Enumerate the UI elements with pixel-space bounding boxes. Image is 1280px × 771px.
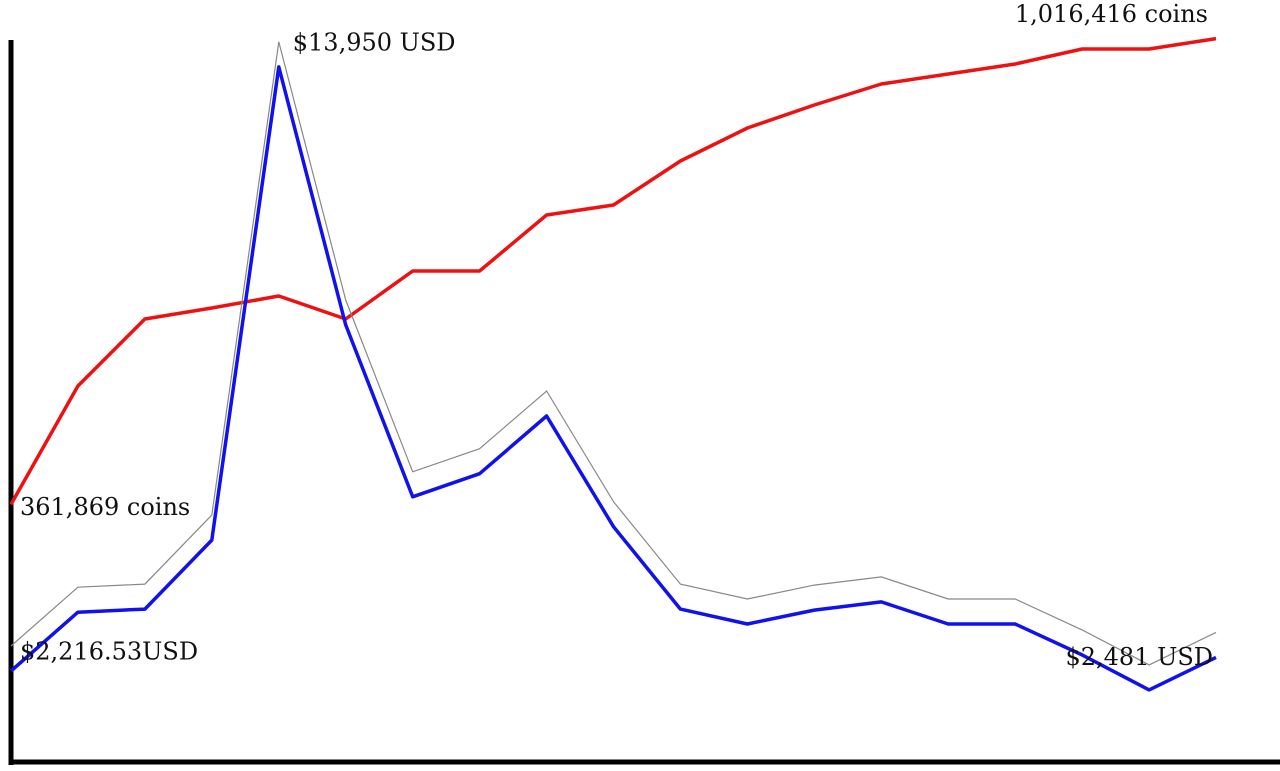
data-label: $2,216.53USD: [20, 638, 198, 666]
data-label: $13,950 USD: [293, 28, 456, 56]
data-line: [9, 65, 1217, 692]
data-label: 361,869 coins: [20, 493, 190, 521]
data-label: 1,016,416 coins: [1015, 0, 1208, 28]
data-label: $2,481 USD: [1065, 643, 1213, 671]
data-line: [9, 36, 1217, 506]
shadow-line: [10, 41, 1217, 666]
